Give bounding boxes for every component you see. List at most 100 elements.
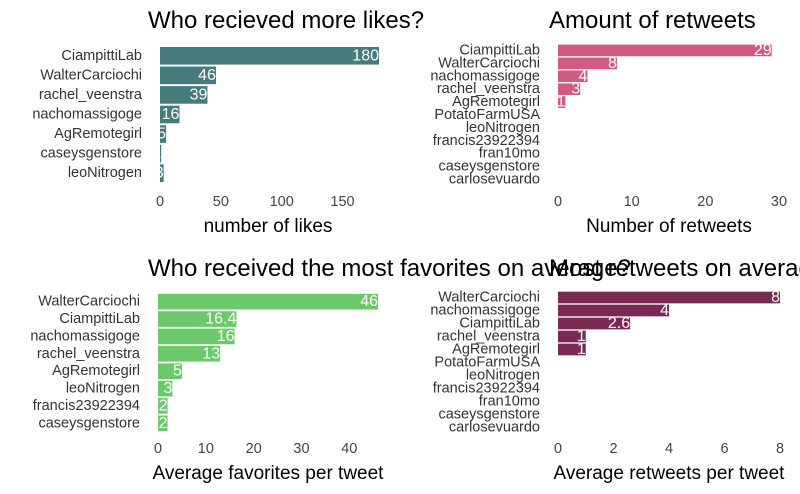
data-label: 4 [579,68,588,85]
bar [558,57,617,70]
x-axis-label: number of likes [204,216,333,237]
data-label: 3 [155,165,164,182]
category-label: WalterCarciochi [438,290,540,306]
bar [158,415,168,432]
x-tick-label: 100 [270,194,294,210]
category-label: francis23922394 [433,133,540,149]
data-label: 29 [754,42,772,59]
category-label: PotatoFarmUSA [434,107,540,123]
category-label: CiampittiLab [61,48,142,64]
bar [158,311,237,327]
x-axis-label: Average favorites per tweet [153,463,385,484]
category-label: AgRemotegirl [52,363,140,379]
bar [558,330,586,343]
bar [558,70,588,83]
chart-title: Most retweets on average? [549,255,800,282]
x-tick-label: 8 [776,441,784,457]
data-label: 2 [159,415,168,432]
bar [558,291,780,304]
category-label: leoNitrogen [68,165,142,181]
category-label: WalterCarciochi [40,67,142,83]
category-label: PotatoFarmUSA [434,355,540,371]
category-label: caseysgenstore [40,146,142,162]
x-axis-label: Average retweets per tweet [554,463,786,484]
category-label: fran10mo [479,146,540,162]
category-label: carlosevuardo [449,420,540,436]
category-label: francis23922394 [33,398,140,414]
data-label: 16.4 [205,311,236,328]
data-label: 2 [159,397,168,414]
data-label: 16 [162,106,180,123]
retweets-chart: Amount of retweets CiampittiLab 29 WalterCa… [430,7,787,237]
bar [160,125,167,143]
bar [160,66,216,85]
data-label: 180 [352,47,379,64]
x-tick-label: 0 [554,194,562,210]
category-label: rachel_veenstra [37,346,141,362]
data-label: 1 [577,328,586,345]
category-label: leoNitrogen [466,368,540,384]
data-label: 39 [190,86,208,103]
data-label: 1 [152,145,161,162]
category-label: nachomassigoge [32,107,142,123]
bar [160,105,180,124]
bar [158,380,173,397]
bar [158,363,182,380]
category-label: WalterCarciochi [438,55,540,71]
data-label: 16 [217,328,235,345]
bar [558,343,586,356]
category-label: AgRemotegirl [54,126,142,142]
data-label: 8 [608,55,617,72]
x-tick-label: 0 [156,194,164,210]
x-tick-label: 6 [720,441,728,457]
category-label: leoNitrogen [466,120,540,136]
data-label: 1 [577,341,586,358]
data-label: 3 [571,81,580,98]
likes-chart: Who recieved more likes? CiampittiLab 180 W… [32,7,424,237]
category-label: francis23922394 [433,381,540,397]
category-label: fran10mo [479,394,540,410]
bar [160,46,379,65]
category-label: nachomassigoge [430,303,540,319]
x-tick-label: 2 [609,441,617,457]
category-label: rachel_veenstra [39,87,143,103]
bar [558,304,669,317]
x-tick-label: 10 [198,441,214,457]
x-tick-label: 4 [665,441,673,457]
data-label: 2.6 [608,315,630,332]
avg-favorites-chart: Who received the most favorites on avera… [30,255,631,484]
category-label: caseysgenstore [38,415,140,431]
x-tick-label: 10 [624,194,640,210]
bar [158,398,168,414]
category-label: leoNitrogen [66,381,140,397]
x-tick-label: 40 [341,441,357,457]
category-label: CiampittiLab [459,316,540,332]
x-tick-label: 20 [697,194,713,210]
x-tick-label: 150 [330,194,354,210]
data-label: 46 [360,293,378,310]
category-label: caseysgenstore [438,407,540,423]
bar [558,317,631,330]
category-label: AgRemotegirl [452,342,540,358]
bar [158,345,221,362]
x-tick-label: 30 [293,441,309,457]
data-label: 8 [771,289,780,306]
x-tick-label: 0 [154,441,162,457]
x-tick-label: 20 [246,441,262,457]
data-label: 1 [556,94,565,111]
data-label: 13 [202,345,220,362]
bar [160,86,208,104]
category-label: CiampittiLab [459,42,540,58]
category-label: caseysgenstore [438,159,540,175]
chart-title: Amount of retweets [549,7,756,34]
bar [160,144,162,163]
bar [558,44,772,57]
data-label: 46 [198,67,216,84]
category-label: rachel_veenstra [437,81,541,97]
chart-title: Who recieved more likes? [148,7,424,34]
category-label: WalterCarciochi [38,294,140,310]
bar [558,96,566,108]
avg-retweets-chart: Most retweets on average? WalterCarciochi… [430,255,800,484]
x-tick-label: 0 [554,441,562,457]
